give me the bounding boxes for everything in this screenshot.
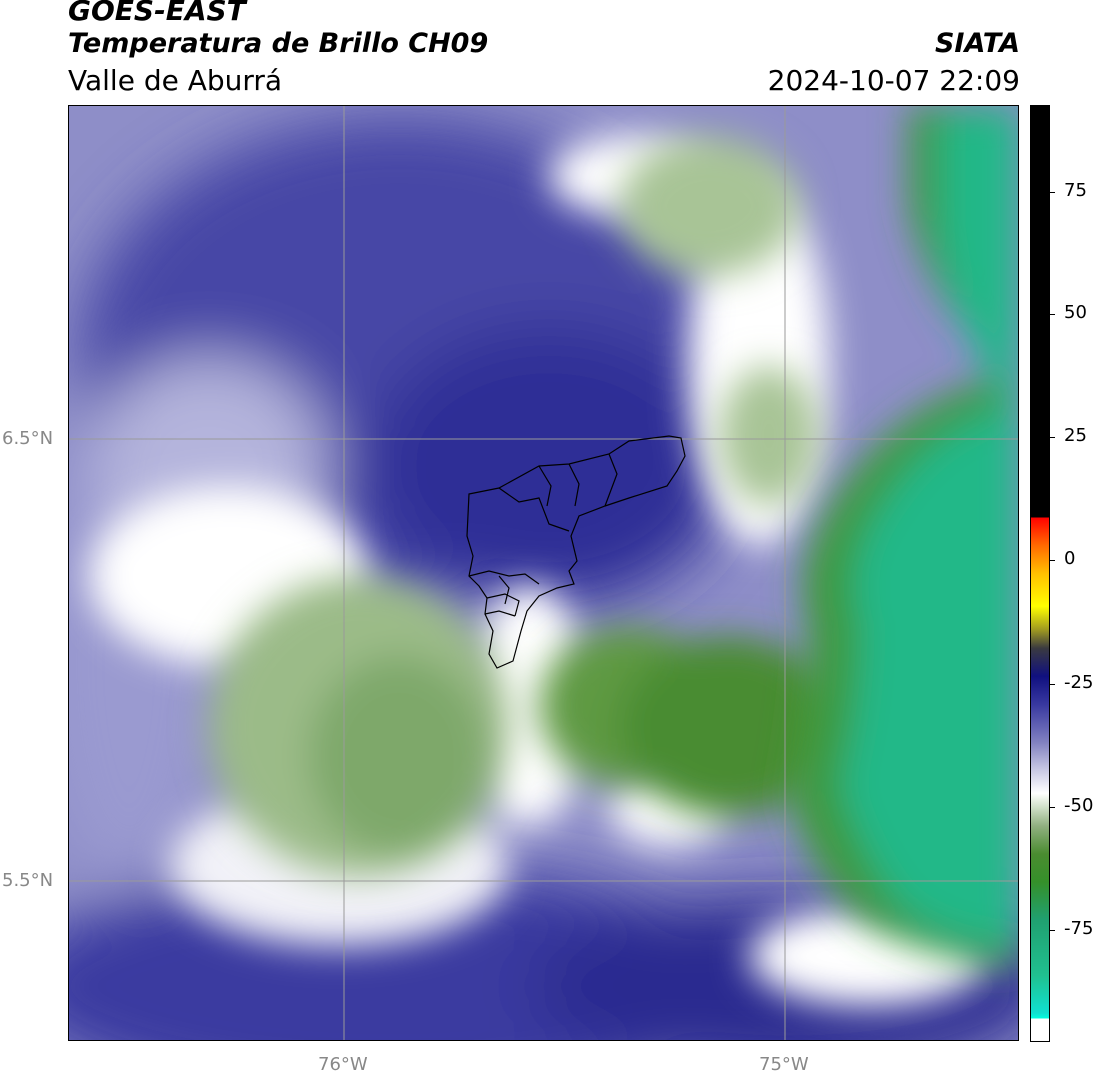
colorbar-label-25: 25 [1064,425,1087,446]
colorbar-tick [1049,560,1055,561]
title-product: Temperatura de Brillo CH09 [68,28,489,59]
colorbar-label-minus-75: -75 [1064,918,1094,939]
colorbar-label-75: 75 [1064,180,1087,201]
lat-label-5-5n: 5.5°N [2,870,54,891]
colorbar-label-minus-25: -25 [1064,672,1094,693]
title-region: Valle de Aburrá [68,64,283,97]
colorbar-tick [1049,437,1055,438]
title-satellite: GOES-EAST [68,0,246,27]
warm-green-areas [209,136,839,876]
ocean-teal-area [789,106,1018,966]
title-organization: SIATA [934,28,1020,59]
lon-label-76w: 76°W [318,1054,368,1075]
lon-label-75w: 75°W [759,1054,809,1075]
colorbar-tick [1049,930,1055,931]
title-timestamp: 2024-10-07 22:09 [767,64,1020,97]
colorbar-tick [1049,807,1055,808]
colorbar-label-0: 0 [1064,548,1076,569]
map-frame [68,105,1019,1041]
colorbar-tick [1049,192,1055,193]
colorbar-label-minus-50: -50 [1064,795,1094,816]
colorbar-tick [1049,684,1055,685]
colorbar-label-50: 50 [1064,302,1087,323]
satellite-map [69,106,1018,1040]
colorbar-tick [1049,314,1055,315]
aburra-valley-outline [466,435,686,669]
colorbar [1030,105,1050,1042]
lat-label-6-5n: 6.5°N [2,428,54,449]
